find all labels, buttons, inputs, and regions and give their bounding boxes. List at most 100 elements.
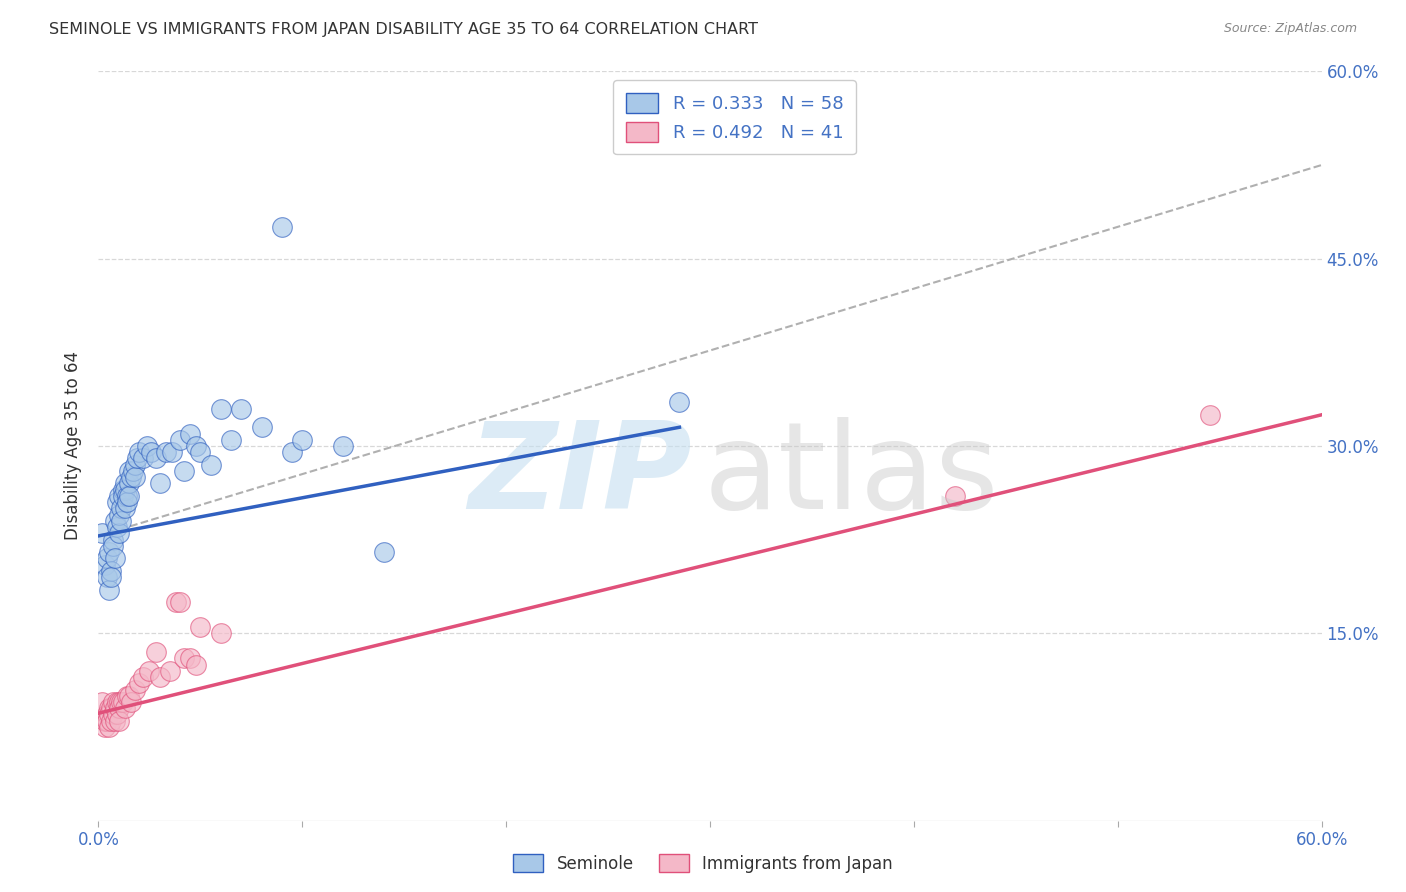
Point xyxy=(96,707,118,722)
Point xyxy=(118,476,141,491)
Point xyxy=(120,470,142,484)
Point xyxy=(91,695,114,709)
Point xyxy=(127,451,149,466)
Point xyxy=(105,695,128,709)
Point xyxy=(159,664,181,678)
Point xyxy=(668,395,690,409)
Point xyxy=(186,657,208,672)
Legend: Seminole, Immigrants from Japan: Seminole, Immigrants from Japan xyxy=(506,847,900,880)
Point xyxy=(149,670,172,684)
Point xyxy=(149,476,172,491)
Point xyxy=(111,489,134,503)
Point xyxy=(124,682,146,697)
Point xyxy=(128,445,150,459)
Point xyxy=(169,433,191,447)
Point xyxy=(179,651,201,665)
Point xyxy=(118,489,141,503)
Point xyxy=(179,426,201,441)
Point xyxy=(100,564,122,578)
Point xyxy=(97,720,120,734)
Point xyxy=(97,582,120,597)
Point xyxy=(141,445,163,459)
Y-axis label: Disability Age 35 to 64: Disability Age 35 to 64 xyxy=(65,351,83,541)
Point xyxy=(209,626,232,640)
Point xyxy=(281,445,304,459)
Point xyxy=(132,670,155,684)
Point xyxy=(108,714,131,728)
Point xyxy=(108,489,131,503)
Point xyxy=(114,476,136,491)
Point xyxy=(145,645,167,659)
Point xyxy=(115,495,138,509)
Point xyxy=(1198,408,1220,422)
Point xyxy=(291,433,314,447)
Point xyxy=(165,595,187,609)
Point xyxy=(115,489,138,503)
Point xyxy=(122,464,145,478)
Point xyxy=(104,514,127,528)
Point xyxy=(101,695,124,709)
Text: SEMINOLE VS IMMIGRANTS FROM JAPAN DISABILITY AGE 35 TO 64 CORRELATION CHART: SEMINOLE VS IMMIGRANTS FROM JAPAN DISABI… xyxy=(49,22,758,37)
Point xyxy=(188,620,212,634)
Point xyxy=(93,714,115,728)
Point xyxy=(100,570,122,584)
Point xyxy=(93,720,115,734)
Point xyxy=(173,651,195,665)
Point xyxy=(270,220,294,235)
Point xyxy=(91,526,114,541)
Point xyxy=(138,664,160,678)
Point xyxy=(96,714,118,728)
Point xyxy=(104,551,127,566)
Point xyxy=(101,533,124,547)
Point xyxy=(110,501,132,516)
Point xyxy=(155,445,177,459)
Point xyxy=(97,707,120,722)
Point xyxy=(105,707,128,722)
Legend: R = 0.333   N = 58, R = 0.492   N = 41: R = 0.333 N = 58, R = 0.492 N = 41 xyxy=(613,80,856,154)
Point xyxy=(114,483,136,497)
Point xyxy=(100,714,122,728)
Point xyxy=(124,458,146,472)
Point xyxy=(124,470,146,484)
Point xyxy=(120,695,142,709)
Point xyxy=(200,458,222,472)
Point xyxy=(160,445,183,459)
Point xyxy=(231,401,253,416)
Point xyxy=(108,526,131,541)
Point xyxy=(110,695,132,709)
Point xyxy=(111,695,134,709)
Point xyxy=(114,701,136,715)
Point xyxy=(118,689,141,703)
Text: ZIP: ZIP xyxy=(468,417,692,534)
Point xyxy=(108,508,131,522)
Point xyxy=(111,483,134,497)
Point xyxy=(101,539,124,553)
Text: atlas: atlas xyxy=(704,417,1000,534)
Point xyxy=(219,433,242,447)
Point xyxy=(128,676,150,690)
Point xyxy=(110,514,132,528)
Point xyxy=(101,707,124,722)
Point xyxy=(943,489,966,503)
Point xyxy=(145,451,167,466)
Point xyxy=(100,701,122,715)
Point xyxy=(209,401,232,416)
Point xyxy=(105,520,128,534)
Point xyxy=(373,545,395,559)
Point xyxy=(186,439,208,453)
Point xyxy=(97,701,120,715)
Point xyxy=(188,445,212,459)
Point xyxy=(97,545,120,559)
Point xyxy=(108,701,131,715)
Point xyxy=(132,451,155,466)
Point xyxy=(169,595,191,609)
Point xyxy=(115,689,138,703)
Point xyxy=(104,701,127,715)
Point xyxy=(250,420,273,434)
Point xyxy=(104,714,127,728)
Point xyxy=(114,501,136,516)
Text: Source: ZipAtlas.com: Source: ZipAtlas.com xyxy=(1223,22,1357,36)
Point xyxy=(105,495,128,509)
Point xyxy=(118,464,141,478)
Point xyxy=(96,551,118,566)
